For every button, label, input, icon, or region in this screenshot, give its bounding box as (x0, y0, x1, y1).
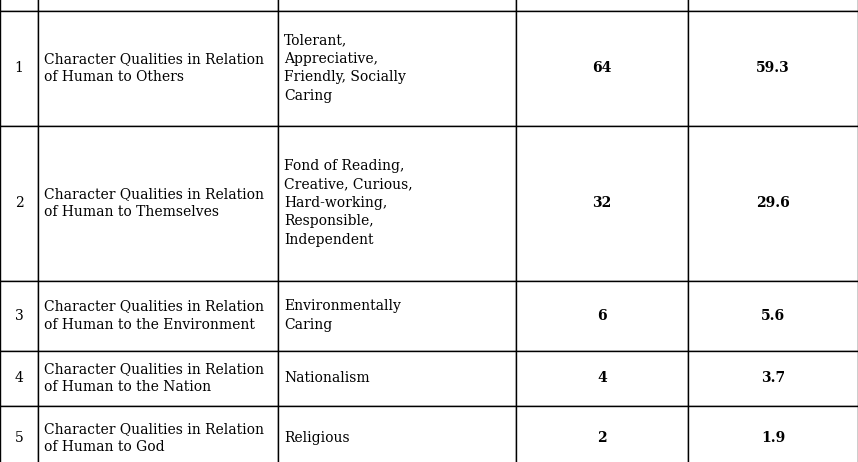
Text: 4: 4 (15, 371, 23, 385)
Text: Character Qualities in Relation
of Human to the Nation: Character Qualities in Relation of Human… (44, 362, 264, 394)
Text: Character Qualities in Relation
of Human to God: Character Qualities in Relation of Human… (44, 422, 264, 454)
Bar (688, 280, 858, 351)
Bar (278, 126, 516, 280)
Text: 3.7: 3.7 (761, 371, 785, 385)
Bar (0, 11, 38, 126)
Bar (38, 406, 278, 462)
Bar (0, 126, 38, 280)
Text: 6: 6 (597, 309, 607, 322)
Bar (38, 351, 278, 406)
Text: 4: 4 (597, 371, 607, 385)
Text: 2: 2 (15, 196, 23, 210)
Bar (516, 351, 688, 406)
Bar (0, 351, 38, 406)
Bar (0, 406, 38, 462)
Bar (38, 11, 278, 126)
Bar (278, 280, 516, 351)
Text: 64: 64 (592, 61, 612, 75)
Text: 59.3: 59.3 (756, 61, 790, 75)
Text: Fond of Reading,
Creative, Curious,
Hard-working,
Responsible,
Independent: Fond of Reading, Creative, Curious, Hard… (284, 159, 413, 247)
Text: 29.6: 29.6 (756, 196, 790, 210)
Bar (516, 406, 688, 462)
Text: Character Qualities in Relation
of Human to the Environment: Character Qualities in Relation of Human… (44, 299, 264, 332)
Bar (516, 280, 688, 351)
Bar (516, 126, 688, 280)
Text: Environmentally
Caring: Environmentally Caring (284, 299, 401, 332)
Text: 1.9: 1.9 (761, 431, 785, 445)
Text: 32: 32 (592, 196, 612, 210)
Bar (688, 351, 858, 406)
Bar (278, 351, 516, 406)
Bar (516, 11, 688, 126)
Bar (38, 0, 278, 11)
Text: 2: 2 (597, 431, 607, 445)
Bar (688, 0, 858, 11)
Bar (688, 126, 858, 280)
Text: 1: 1 (15, 61, 23, 75)
Bar (278, 406, 516, 462)
Bar (38, 280, 278, 351)
Text: 5.6: 5.6 (761, 309, 785, 322)
Text: Character Qualities in Relation
of Human to Others: Character Qualities in Relation of Human… (44, 52, 264, 84)
Bar (278, 11, 516, 126)
Text: 5: 5 (15, 431, 23, 445)
Bar (0, 0, 38, 11)
Text: Religious: Religious (284, 431, 349, 445)
Bar (278, 0, 516, 11)
Bar (0, 280, 38, 351)
Bar (688, 406, 858, 462)
Bar (516, 0, 688, 11)
Text: Character Qualities in Relation
of Human to Themselves: Character Qualities in Relation of Human… (44, 187, 264, 219)
Text: Nationalism: Nationalism (284, 371, 370, 385)
Bar (688, 11, 858, 126)
Text: 3: 3 (15, 309, 23, 322)
Text: Tolerant,
Appreciative,
Friendly, Socially
Caring: Tolerant, Appreciative, Friendly, Social… (284, 33, 406, 103)
Bar (38, 126, 278, 280)
